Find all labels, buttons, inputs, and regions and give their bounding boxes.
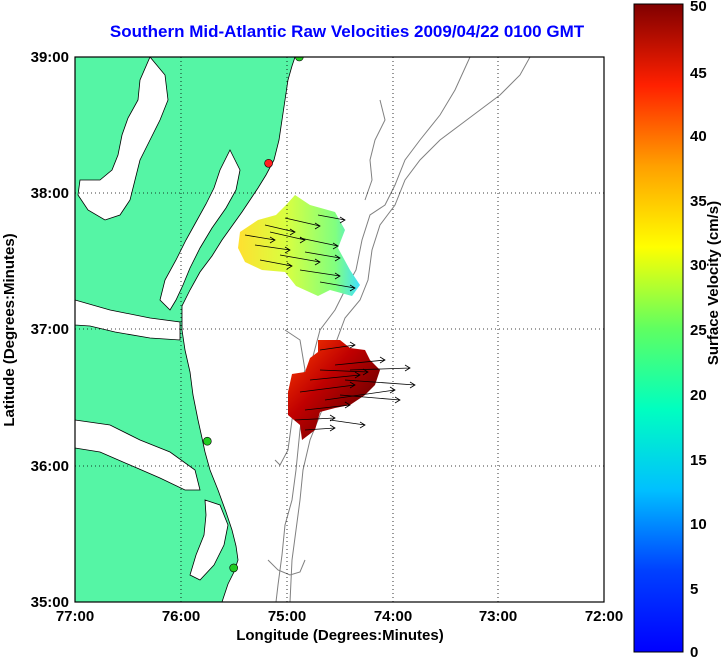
bay-water xyxy=(77,57,169,221)
colorbar xyxy=(633,3,684,653)
colorbar-label: Surface Velocity (cm/s) xyxy=(705,201,722,365)
colorbar-tick-label: 20 xyxy=(690,387,707,404)
x-tick-label: 73:00 xyxy=(479,608,517,625)
x-tick-label: 72:00 xyxy=(585,608,623,625)
station-markers xyxy=(203,57,304,573)
station-marker xyxy=(229,563,238,573)
bay-water xyxy=(75,299,181,341)
colorbar-tick-label: 25 xyxy=(690,322,707,339)
y-tick-label: 36:00 xyxy=(31,458,69,475)
station-marker xyxy=(264,159,273,168)
bay-water xyxy=(189,499,229,581)
velocity-field-north xyxy=(238,195,360,296)
station-marker xyxy=(295,57,304,62)
bathymetry-contours xyxy=(267,57,531,602)
colorbar-tick-label: 50 xyxy=(690,0,707,15)
bay-water xyxy=(75,419,201,491)
x-axis-ticks: 77:00 76:00 75:00 74:00 73:00 72:00 xyxy=(56,608,623,625)
y-axis-label: Latitude (Degrees:Minutes) xyxy=(1,233,18,426)
y-tick-label: 39:00 xyxy=(31,49,69,66)
velocity-field-south xyxy=(288,340,416,440)
colorbar-tick-label: 30 xyxy=(690,257,707,274)
grid-lines xyxy=(75,57,604,602)
x-tick-label: 74:00 xyxy=(374,608,412,625)
colorbar-tick-label: 0 xyxy=(690,644,698,659)
colorbar-tick-label: 10 xyxy=(690,516,707,533)
colorbar-tick-label: 40 xyxy=(690,128,707,145)
station-marker xyxy=(203,436,212,446)
map-title: Southern Mid-Atlantic Raw Velocities 200… xyxy=(109,22,585,41)
map-frame xyxy=(74,56,605,603)
colorbar-tick-label: 45 xyxy=(690,65,707,82)
y-tick-label: 35:00 xyxy=(31,594,69,611)
y-tick-label: 38:00 xyxy=(31,185,69,202)
colorbar-ticks: 50 45 40 35 30 25 20 15 10 5 0 xyxy=(690,0,707,659)
colorbar-tick-label: 15 xyxy=(690,452,707,469)
colorbar-tick-label: 5 xyxy=(690,581,698,598)
x-tick-label: 75:00 xyxy=(268,608,306,625)
colorbar-tick-label: 35 xyxy=(690,193,707,210)
x-tick-label: 77:00 xyxy=(56,608,94,625)
x-axis-label: Longitude (Degrees:Minutes) xyxy=(236,627,444,644)
x-tick-label: 76:00 xyxy=(162,608,200,625)
y-axis-ticks: 39:00 38:00 37:00 36:00 35:00 xyxy=(31,49,69,611)
bay-water xyxy=(159,149,241,311)
y-tick-label: 37:00 xyxy=(31,321,69,338)
